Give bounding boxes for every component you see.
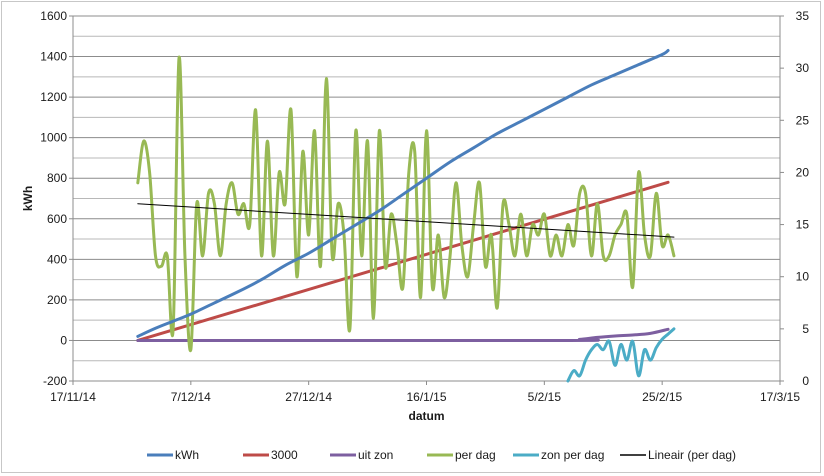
y-tick-label: 200 <box>47 293 67 307</box>
y-tick-label: -200 <box>43 374 67 388</box>
series-layer <box>136 48 676 383</box>
series-line-per-dag <box>136 56 676 353</box>
y-tick-label: 1200 <box>40 90 67 104</box>
y-tick-label: 800 <box>47 171 67 185</box>
x-tick-label: 17/11/14 <box>50 390 96 404</box>
y-tick-label: 400 <box>47 252 67 266</box>
y-tick-label: 1400 <box>40 50 67 64</box>
y2-tick-label: 10 <box>796 270 810 284</box>
series-line-lineair-per-dag <box>137 203 675 238</box>
legend-label-kwh: kWh <box>175 448 199 462</box>
legend-label-per-dag: per dag <box>455 448 496 462</box>
x-tick-label: 27/12/14 <box>285 390 332 404</box>
series-line-uit-zon <box>136 327 670 343</box>
x-tick-label: 16/1/15 <box>406 390 446 404</box>
x-axis-title: datum <box>409 409 445 423</box>
legend-label-zon-per-dag: zon per dag <box>541 448 604 462</box>
legend-label-3000: 3000 <box>271 448 298 462</box>
x-tick-label: 25/2/15 <box>642 390 682 404</box>
y2-tick-label: 15 <box>796 218 810 232</box>
y-axis-title: kWh <box>21 186 35 211</box>
y-tick-label: 600 <box>47 212 67 226</box>
tick-labels: -200 0 200 400 600 800 1000 1200 1400 1600 0 5 10 15 2… <box>40 9 809 404</box>
y2-tick-label: 5 <box>802 322 809 336</box>
series-line-3000 <box>136 180 670 342</box>
axes <box>69 15 784 385</box>
y-tick-label: 1600 <box>40 9 67 23</box>
y2-tick-label: 25 <box>796 113 810 127</box>
series-line-kwh <box>136 48 670 338</box>
legend-label-lineair-per-dag: Lineair (per dag) <box>648 448 736 462</box>
series-line-zon-per-dag <box>566 327 676 383</box>
y-tick-label: 1000 <box>40 131 67 145</box>
y2-tick-label: 35 <box>796 9 810 23</box>
legend: kWh 3000 uit zon per dag zon per dag Lineair … <box>147 448 736 462</box>
y2-tick-label: 20 <box>796 165 810 179</box>
x-tick-label: 7/12/14 <box>171 390 211 404</box>
x-tick-label: 17/3/15 <box>760 390 800 404</box>
y2-tick-label: 30 <box>796 61 810 75</box>
x-tick-label: 5/2/15 <box>528 390 562 404</box>
y-tick-label: 0 <box>60 333 67 347</box>
y2-tick-label: 0 <box>802 374 809 388</box>
legend-label-uit-zon: uit zon <box>358 448 393 462</box>
